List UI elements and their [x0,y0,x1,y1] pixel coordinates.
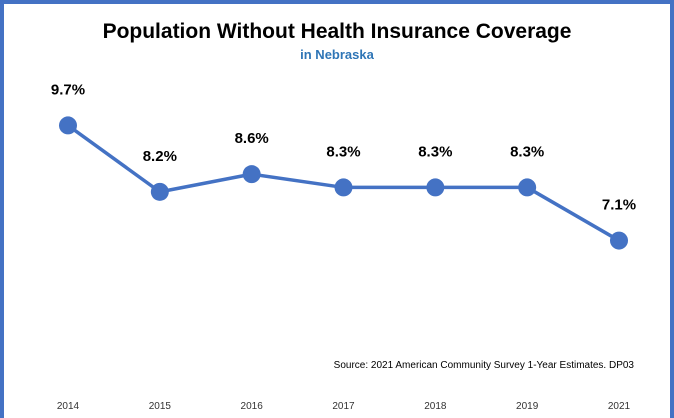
chart-title: Population Without Health Insurance Cove… [102,20,572,43]
x-tick-label-2019: 2019 [516,401,539,412]
frame-border-right [670,0,674,418]
data-label-2018: 8.3% [418,143,452,160]
data-point-2018 [426,178,445,197]
data-label-2014: 9.7% [51,81,85,98]
frame-border-left [0,0,4,418]
data-point-2016 [242,165,261,184]
data-point-2014 [59,116,77,135]
data-point-2021 [610,231,628,250]
data-point-2017 [334,178,353,197]
source-note: Source: 2021 American Community Survey 1… [333,360,634,371]
x-tick-label-2014: 2014 [57,401,80,412]
frame-border-top [0,0,674,4]
x-tick-label-2017: 2017 [332,401,355,412]
x-tick-label-2015: 2015 [149,401,172,412]
data-label-2016: 8.6% [235,130,269,147]
data-point-2015 [150,182,169,201]
x-tick-label-2016: 2016 [241,401,264,412]
data-label-2015: 8.2% [143,148,177,165]
x-tick-label-2021: 2021 [608,401,631,412]
data-label-2021: 7.1% [602,197,636,214]
data-point-2019 [518,178,537,197]
chart-subtitle: in Nebraska [300,47,374,62]
data-label-2019: 8.3% [510,143,544,160]
x-tick-label-2018: 2018 [424,401,447,412]
data-label-2017: 8.3% [326,143,360,160]
